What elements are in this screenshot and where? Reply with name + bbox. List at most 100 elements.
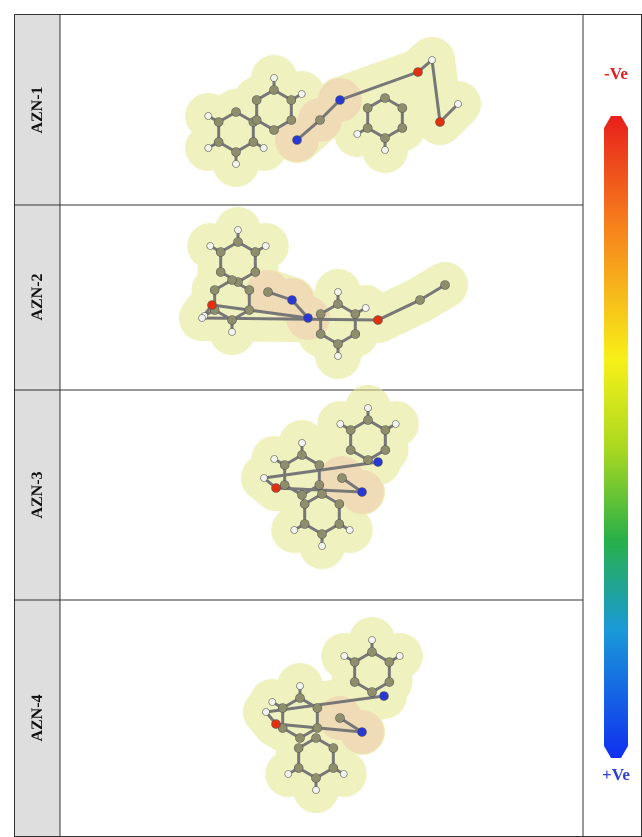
atom <box>346 446 355 455</box>
atom <box>396 653 403 660</box>
atom <box>245 286 254 295</box>
atom <box>374 458 383 467</box>
atom <box>335 520 344 529</box>
atom <box>335 353 342 360</box>
atom <box>392 421 399 428</box>
atom <box>296 694 305 703</box>
atom <box>336 96 345 105</box>
atom <box>304 314 313 323</box>
atom <box>270 126 279 135</box>
atom <box>315 461 324 470</box>
atom <box>316 310 325 319</box>
atom <box>296 734 305 743</box>
atom <box>313 724 322 733</box>
atom <box>338 474 347 483</box>
atom <box>205 145 212 152</box>
atom <box>455 101 462 108</box>
atom <box>210 286 219 295</box>
atom <box>351 310 360 319</box>
atom <box>294 764 303 773</box>
atom <box>335 289 342 296</box>
atom <box>354 131 361 138</box>
atom <box>385 678 394 687</box>
row-label: AZN-2 <box>29 273 46 320</box>
atom <box>337 421 344 428</box>
atom <box>234 238 243 247</box>
atom <box>363 104 372 113</box>
atom <box>350 658 359 667</box>
atom <box>364 416 373 425</box>
atom <box>385 658 394 667</box>
atom <box>280 461 289 470</box>
atom <box>340 771 347 778</box>
atom <box>381 426 390 435</box>
atom <box>252 116 261 125</box>
atom <box>336 714 345 723</box>
atom <box>229 329 236 336</box>
atom <box>351 330 360 339</box>
atom <box>199 315 206 322</box>
atom <box>398 104 407 113</box>
atom <box>358 728 367 737</box>
molecules <box>199 57 462 794</box>
atom <box>249 138 258 147</box>
atom <box>319 543 326 550</box>
atom <box>300 500 309 509</box>
atom <box>291 527 298 534</box>
atom <box>363 124 372 133</box>
atom <box>245 306 254 315</box>
atom <box>300 520 309 529</box>
atom <box>232 108 241 117</box>
atom <box>214 118 223 127</box>
atom <box>316 116 325 125</box>
atom <box>368 688 377 697</box>
atom <box>315 481 324 490</box>
atom <box>264 288 273 297</box>
atom <box>228 276 237 285</box>
atom <box>381 134 390 143</box>
atom <box>278 704 287 713</box>
atom <box>205 113 212 120</box>
molecule <box>205 57 462 168</box>
atom <box>341 653 348 660</box>
atom <box>287 96 296 105</box>
atom <box>263 709 270 716</box>
atom <box>228 316 237 325</box>
atom <box>233 161 240 168</box>
molecule <box>263 637 404 794</box>
atom <box>441 281 450 290</box>
atom <box>294 744 303 753</box>
atom <box>270 86 279 95</box>
atom <box>365 405 372 412</box>
atom <box>316 330 325 339</box>
atom <box>216 248 225 257</box>
atom <box>214 138 223 147</box>
atom <box>436 118 445 127</box>
atom <box>362 305 369 312</box>
atom <box>298 491 307 500</box>
atom <box>207 243 214 250</box>
atom <box>269 699 276 706</box>
atom <box>312 734 321 743</box>
atom <box>271 456 278 463</box>
atom <box>298 91 305 98</box>
atom <box>272 484 281 493</box>
atom <box>381 446 390 455</box>
atom <box>271 75 278 82</box>
molecule <box>261 405 400 550</box>
row-label: AZN-1 <box>29 86 46 133</box>
atom <box>299 440 306 447</box>
atom <box>380 692 389 701</box>
atom <box>288 296 297 305</box>
atom <box>298 451 307 460</box>
color-scale <box>604 116 628 758</box>
atom <box>318 490 327 499</box>
atom <box>260 145 267 152</box>
atom <box>416 296 425 305</box>
atom <box>313 704 322 713</box>
atom <box>358 488 367 497</box>
atom <box>272 720 281 729</box>
atom <box>335 500 344 509</box>
atom <box>252 96 261 105</box>
atom <box>285 771 292 778</box>
